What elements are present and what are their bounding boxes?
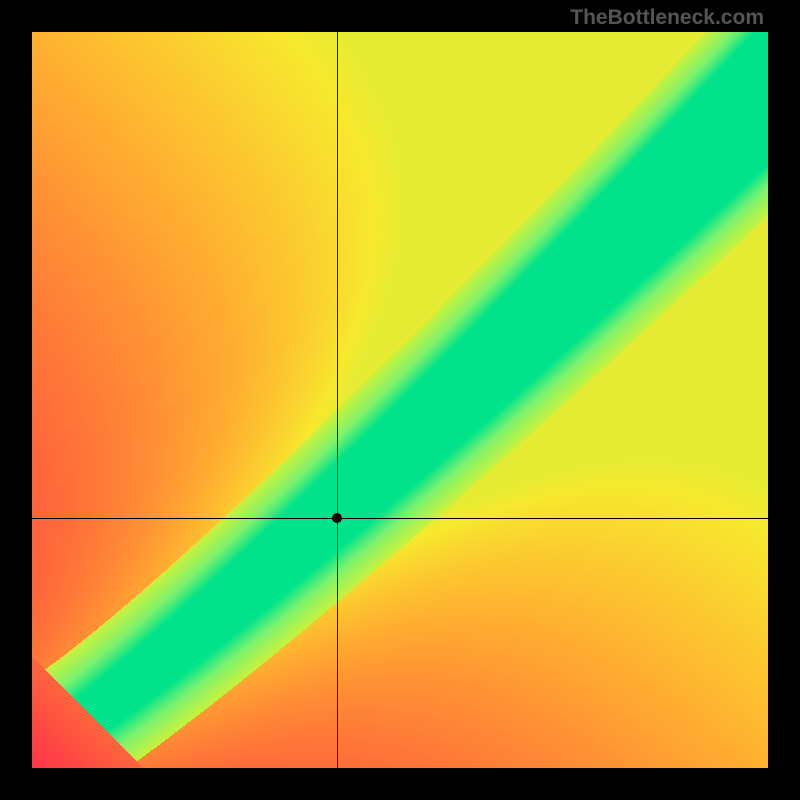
plot-area [32, 32, 768, 768]
chart-frame: TheBottleneck.com [0, 0, 800, 800]
marker-dot [332, 513, 342, 523]
crosshair-vertical [337, 32, 338, 768]
crosshair-horizontal [32, 518, 768, 519]
heatmap-canvas [32, 32, 768, 768]
watermark-text: TheBottleneck.com [570, 6, 764, 30]
